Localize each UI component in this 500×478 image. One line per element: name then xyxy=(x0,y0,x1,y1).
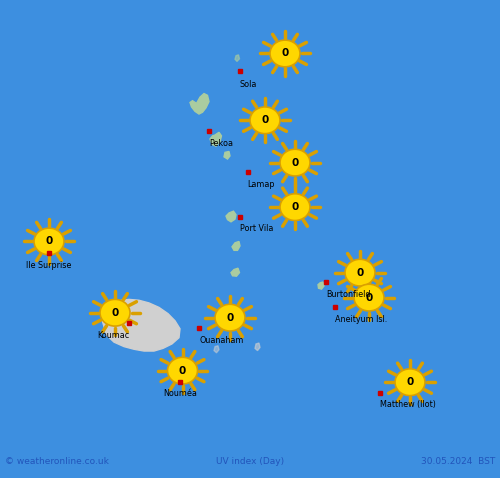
Polygon shape xyxy=(235,55,240,62)
Text: Nouméa: Nouméa xyxy=(163,390,197,398)
Text: 0: 0 xyxy=(112,308,118,318)
Polygon shape xyxy=(190,94,209,114)
Polygon shape xyxy=(232,241,240,250)
Polygon shape xyxy=(210,132,222,146)
Circle shape xyxy=(100,299,130,326)
Text: 0: 0 xyxy=(292,158,298,168)
Text: Port Vila: Port Vila xyxy=(240,224,274,233)
Circle shape xyxy=(250,107,280,134)
Polygon shape xyxy=(177,368,182,374)
Text: Sola: Sola xyxy=(240,80,258,89)
Text: 30.05.2024  BST: 30.05.2024 BST xyxy=(421,457,495,466)
Circle shape xyxy=(280,194,310,220)
Text: Ouanaham: Ouanaham xyxy=(199,336,244,345)
Text: 0: 0 xyxy=(226,313,234,323)
Text: Pekoa: Pekoa xyxy=(209,139,233,148)
Polygon shape xyxy=(102,299,180,351)
Text: Burtonfield: Burtonfield xyxy=(326,290,370,299)
Text: Aneityum Isl.: Aneityum Isl. xyxy=(335,315,387,324)
Text: 0: 0 xyxy=(406,377,414,387)
Circle shape xyxy=(215,304,245,331)
Text: 0: 0 xyxy=(179,366,186,376)
Text: 0: 0 xyxy=(46,237,52,247)
Text: UV index (Day): UV index (Day) xyxy=(216,457,284,466)
Polygon shape xyxy=(224,152,230,159)
Polygon shape xyxy=(214,346,219,353)
Circle shape xyxy=(34,228,64,255)
Text: Koumac: Koumac xyxy=(97,331,129,339)
Text: 0: 0 xyxy=(282,48,288,58)
Circle shape xyxy=(354,284,384,311)
Polygon shape xyxy=(226,211,236,222)
Circle shape xyxy=(168,357,198,384)
Text: 0: 0 xyxy=(366,293,372,303)
Circle shape xyxy=(395,369,425,396)
Polygon shape xyxy=(255,343,260,350)
Circle shape xyxy=(280,149,310,176)
Text: Lamap: Lamap xyxy=(248,180,275,189)
Polygon shape xyxy=(318,282,324,289)
Circle shape xyxy=(345,259,375,286)
Text: 0: 0 xyxy=(262,115,268,125)
Text: Matthew (Ilot): Matthew (Ilot) xyxy=(380,400,436,409)
Polygon shape xyxy=(231,268,239,276)
Text: 0: 0 xyxy=(292,202,298,212)
Text: Ile Surprise: Ile Surprise xyxy=(26,261,72,270)
Text: 0: 0 xyxy=(356,268,364,278)
Circle shape xyxy=(270,40,300,67)
Text: © weatheronline.co.uk: © weatheronline.co.uk xyxy=(5,457,109,466)
